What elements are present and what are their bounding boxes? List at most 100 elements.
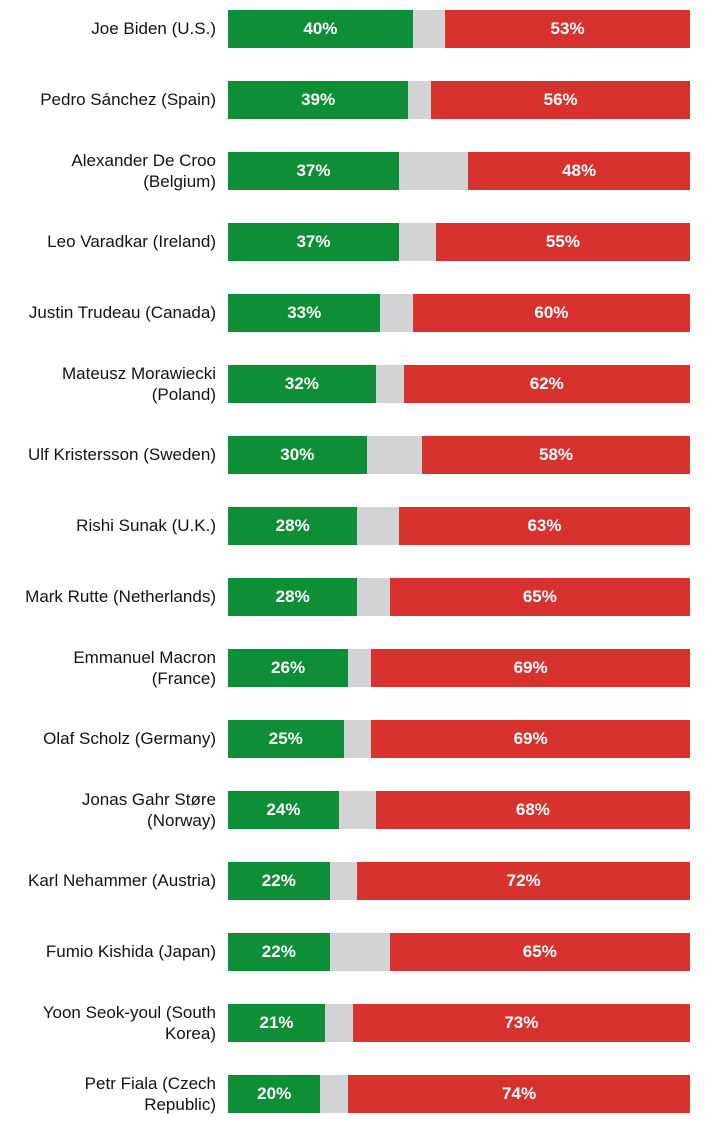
approve-segment: 28% <box>228 507 357 545</box>
row-label: Leo Varadkar (Ireland) <box>10 231 228 252</box>
row-label: Karl Nehammer (Austria) <box>10 870 228 891</box>
bar-track: 32%6% 62% <box>228 365 690 403</box>
approve-segment: 37% <box>228 223 399 261</box>
bar-track: 25%6%69% <box>228 720 690 758</box>
disapprove-value: 65% <box>523 587 557 607</box>
disapprove-value: 65% <box>523 942 557 962</box>
row-label: Mark Rutte (Netherlands) <box>10 586 228 607</box>
chart-row: Karl Nehammer (Austria)22%6% 72% <box>10 862 690 900</box>
chart-row: Olaf Scholz (Germany)25%6%69% <box>10 720 690 758</box>
approve-segment: 22% <box>228 933 330 971</box>
bar-track: 28%9%63% <box>228 507 690 545</box>
disapprove-segment: 55% <box>436 223 690 261</box>
approve-value: 26% <box>271 658 305 678</box>
disapprove-segment: 65% <box>390 933 690 971</box>
row-label: Alexander De Croo (Belgium) <box>10 150 228 193</box>
approve-segment: 20% <box>228 1075 320 1113</box>
neutral-segment: 6% <box>376 365 404 403</box>
bar-track: 37%8%55% <box>228 223 690 261</box>
chart-row: Yoon Seok-youl (South Korea) 21% 6% 73% <box>10 1004 690 1042</box>
chart-row: Mark Rutte (Netherlands)28%7%65% <box>10 578 690 616</box>
approve-segment: 30% <box>228 436 367 474</box>
disapprove-value: 73% <box>504 1013 538 1033</box>
disapprove-value: 69% <box>514 729 548 749</box>
disapprove-value: 62% <box>530 374 564 394</box>
approve-segment: 24% <box>228 791 339 829</box>
chart-row: Leo Varadkar (Ireland)37%8%55% <box>10 223 690 261</box>
bar-track: 22%6% 72% <box>228 862 690 900</box>
neutral-segment: 15% <box>399 152 468 190</box>
row-label: Petr Fiala (Czech Republic) <box>10 1073 228 1116</box>
row-label: Olaf Scholz (Germany) <box>10 728 228 749</box>
approve-segment: 28% <box>228 578 357 616</box>
disapprove-segment: 73% <box>353 1004 690 1042</box>
approve-value: 37% <box>296 232 330 252</box>
bar-track: 28%7%65% <box>228 578 690 616</box>
row-label: Fumio Kishida (Japan) <box>10 941 228 962</box>
disapprove-segment: 65% <box>390 578 690 616</box>
approve-segment: 32% <box>228 365 376 403</box>
chart-row: Justin Trudeau (Canada)33%7%60% <box>10 294 690 332</box>
neutral-segment: 5% <box>408 81 431 119</box>
bar-track: 20% 6% 74% <box>228 1075 690 1113</box>
approve-value: 30% <box>280 445 314 465</box>
disapprove-segment: 48% <box>468 152 690 190</box>
approve-value: 20% <box>257 1084 291 1104</box>
chart-row: Rishi Sunak (U.K.)28%9%63% <box>10 507 690 545</box>
disapprove-value: 69% <box>514 658 548 678</box>
row-label: Ulf Kristersson (Sweden) <box>10 444 228 465</box>
chart-row: Ulf Kristersson (Sweden)30%12%58% <box>10 436 690 474</box>
disapprove-segment: 58% <box>422 436 690 474</box>
disapprove-value: 48% <box>562 161 596 181</box>
chart-row: Petr Fiala (Czech Republic) 20% 6% 74% <box>10 1075 690 1113</box>
row-label: Mateusz Morawiecki (Poland) <box>10 363 228 406</box>
approval-stacked-bar-chart: Joe Biden (U.S.)40%7%53%Pedro Sánchez (S… <box>10 10 690 1113</box>
disapprove-value: 56% <box>544 90 578 110</box>
row-label: Jonas Gahr Støre (Norway) <box>10 789 228 832</box>
disapprove-value: 53% <box>551 19 585 39</box>
disapprove-value: 60% <box>534 303 568 323</box>
bar-track: 37% 15% 48% <box>228 152 690 190</box>
bar-track: 30%12%58% <box>228 436 690 474</box>
approve-value: 21% <box>259 1013 293 1033</box>
bar-track: 24%8%68% <box>228 791 690 829</box>
disapprove-segment: 56% <box>431 81 690 119</box>
approve-value: 25% <box>269 729 303 749</box>
disapprove-segment: 74% <box>348 1075 690 1113</box>
chart-row: Joe Biden (U.S.)40%7% 53% <box>10 10 690 48</box>
row-label: Joe Biden (U.S.) <box>10 18 228 39</box>
neutral-segment: 5% <box>348 649 371 687</box>
row-label: Justin Trudeau (Canada) <box>10 302 228 323</box>
disapprove-segment: 69% <box>371 649 690 687</box>
chart-row: Emmanuel Macron (France) 26% 5% 69% <box>10 649 690 687</box>
chart-row: Fumio Kishida (Japan)22%13%65% <box>10 933 690 971</box>
approve-segment: 26% <box>228 649 348 687</box>
approve-segment: 25% <box>228 720 344 758</box>
bar-track: 26% 5% 69% <box>228 649 690 687</box>
approve-segment: 22% <box>228 862 330 900</box>
neutral-segment: 6% <box>330 862 358 900</box>
disapprove-segment: 72% <box>357 862 690 900</box>
chart-row: Jonas Gahr Støre (Norway)24%8%68% <box>10 791 690 829</box>
approve-value: 24% <box>266 800 300 820</box>
disapprove-value: 72% <box>507 871 541 891</box>
neutral-segment: 7% <box>413 10 445 48</box>
neutral-segment: 7% <box>380 294 412 332</box>
approve-value: 28% <box>276 516 310 536</box>
chart-row: Alexander De Croo (Belgium) 37% 15% 48% <box>10 152 690 190</box>
bar-track: 21% 6% 73% <box>228 1004 690 1042</box>
disapprove-segment: 60% <box>413 294 690 332</box>
neutral-segment: 6% <box>320 1075 348 1113</box>
approve-segment: 40% <box>228 10 413 48</box>
row-label: Yoon Seok-youl (South Korea) <box>10 1002 228 1045</box>
approve-segment: 39% <box>228 81 408 119</box>
disapprove-segment: 63% <box>399 507 690 545</box>
bar-track: 39%5% 56% <box>228 81 690 119</box>
neutral-segment: 6% <box>325 1004 353 1042</box>
row-label: Emmanuel Macron (France) <box>10 647 228 690</box>
approve-segment: 21% <box>228 1004 325 1042</box>
bar-track: 40%7% 53% <box>228 10 690 48</box>
disapprove-value: 74% <box>502 1084 536 1104</box>
bar-track: 22%13%65% <box>228 933 690 971</box>
approve-value: 37% <box>296 161 330 181</box>
